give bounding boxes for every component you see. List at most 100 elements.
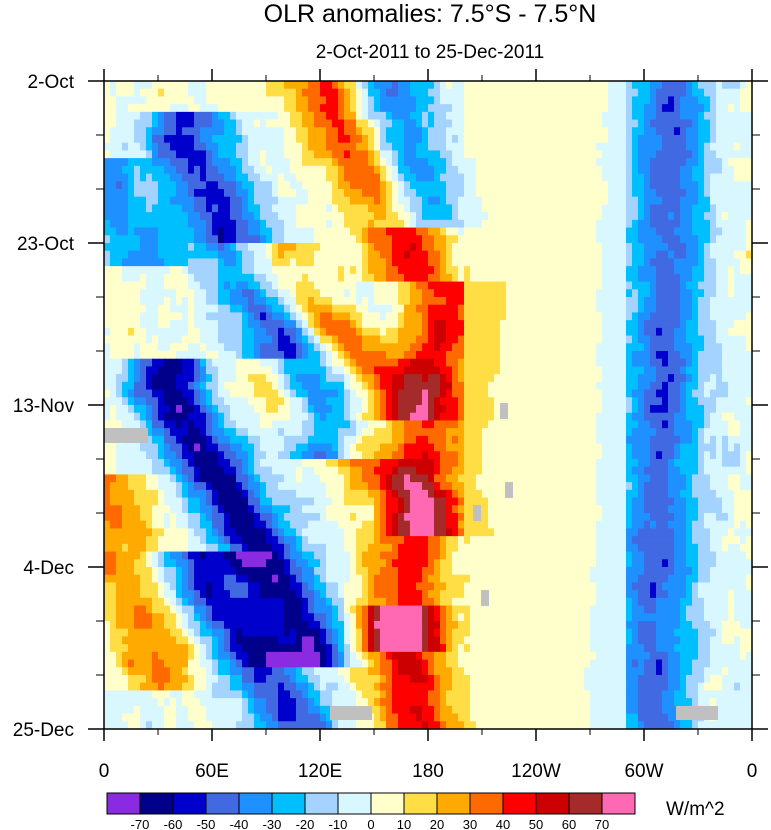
heatmap-cell — [410, 297, 417, 306]
heatmap-cell — [134, 219, 141, 229]
heatmap-cell — [512, 381, 519, 391]
heatmap-cell — [692, 250, 699, 260]
heatmap-cell — [116, 111, 123, 121]
heatmap-cell — [548, 219, 555, 229]
heatmap-cell — [320, 88, 327, 98]
heatmap-cell — [692, 219, 699, 229]
heatmap-cell — [176, 135, 183, 144]
heatmap-cell — [350, 335, 357, 344]
heatmap-cell — [644, 81, 651, 90]
heatmap-cell — [308, 81, 315, 90]
heatmap-cell — [596, 135, 603, 144]
heatmap-cell — [122, 219, 129, 229]
heatmap-cell — [674, 381, 681, 391]
heatmap-cell — [164, 243, 171, 252]
heatmap-cell — [116, 397, 123, 406]
heatmap-cell — [374, 366, 381, 375]
heatmap-cell — [320, 297, 327, 306]
heatmap-cell — [734, 258, 741, 267]
heatmap-cell — [734, 351, 741, 360]
heatmap-cell — [290, 297, 297, 306]
heatmap-cell — [464, 374, 471, 383]
heatmap-cell — [500, 258, 507, 267]
heatmap-cell — [698, 343, 705, 352]
heatmap-cell — [296, 289, 303, 298]
heatmap-cell — [164, 81, 171, 90]
heatmap-cell — [308, 412, 315, 422]
heatmap-cell — [542, 142, 549, 152]
heatmap-cell — [392, 111, 399, 121]
heatmap-cell — [746, 250, 753, 260]
heatmap-cell — [446, 351, 453, 360]
heatmap-cell — [194, 119, 201, 128]
heatmap-cell — [356, 119, 363, 128]
heatmap-cell — [104, 127, 111, 136]
heatmap-cell — [362, 81, 369, 90]
heatmap-cell — [518, 389, 525, 398]
heatmap-cell — [728, 142, 735, 152]
heatmap-cell — [530, 389, 537, 398]
heatmap-cell — [110, 273, 117, 283]
heatmap-cell — [188, 405, 195, 414]
heatmap-cell — [104, 158, 111, 167]
heatmap-cell — [656, 150, 663, 159]
heatmap-cell — [212, 142, 219, 152]
heatmap-cell — [668, 366, 675, 375]
heatmap-cell — [566, 165, 573, 175]
heatmap-cell — [554, 289, 561, 298]
heatmap-cell — [446, 227, 453, 236]
heatmap-cell — [386, 96, 393, 105]
heatmap-cell — [392, 281, 399, 290]
heatmap-cell — [326, 88, 333, 98]
heatmap-cell — [632, 281, 639, 290]
heatmap-cell — [584, 243, 591, 252]
heatmap-cell — [110, 196, 117, 206]
heatmap-cell — [260, 212, 267, 221]
heatmap-cell — [650, 127, 657, 136]
heatmap-cell — [248, 135, 255, 144]
heatmap-cell — [578, 189, 585, 198]
heatmap-cell — [194, 335, 201, 344]
heatmap-cell — [218, 389, 225, 398]
heatmap-cell — [668, 142, 675, 152]
heatmap-cell — [350, 412, 357, 422]
heatmap-cell — [320, 366, 327, 375]
heatmap-cell — [518, 266, 525, 275]
heatmap-cell — [152, 250, 159, 260]
heatmap-cell — [176, 397, 183, 406]
heatmap-cell — [104, 119, 111, 128]
heatmap-cell — [224, 119, 231, 128]
heatmap-cell — [176, 343, 183, 352]
heatmap-cell — [584, 196, 591, 206]
heatmap-cell — [506, 405, 513, 414]
heatmap-cell — [680, 204, 687, 213]
heatmap-cell — [584, 181, 591, 190]
heatmap-cell — [626, 219, 633, 229]
heatmap-cell — [308, 289, 315, 298]
heatmap-cell — [716, 204, 723, 213]
heatmap-cell — [464, 420, 471, 429]
heatmap-cell — [596, 389, 603, 398]
heatmap-cell — [596, 312, 603, 321]
heatmap-cell — [416, 111, 423, 121]
heatmap-cell — [122, 389, 129, 398]
heatmap-cell — [524, 204, 531, 213]
heatmap-cell — [374, 196, 381, 206]
heatmap-cell — [362, 358, 369, 368]
heatmap-cell — [668, 81, 675, 90]
heatmap-cell — [278, 297, 285, 306]
heatmap-cell — [596, 258, 603, 267]
heatmap-cell — [278, 312, 285, 321]
heatmap-cell — [710, 181, 717, 190]
heatmap-cell — [218, 320, 225, 329]
heatmap-cell — [314, 119, 321, 128]
heatmap-cell — [680, 343, 687, 352]
heatmap-cell — [704, 204, 711, 213]
heatmap-cell — [524, 165, 531, 175]
heatmap-cell — [458, 127, 465, 136]
heatmap-cell — [350, 212, 357, 221]
heatmap-cell — [716, 273, 723, 283]
heatmap-cell — [530, 111, 537, 121]
heatmap-cell — [134, 397, 141, 406]
heatmap-cell — [548, 111, 555, 121]
